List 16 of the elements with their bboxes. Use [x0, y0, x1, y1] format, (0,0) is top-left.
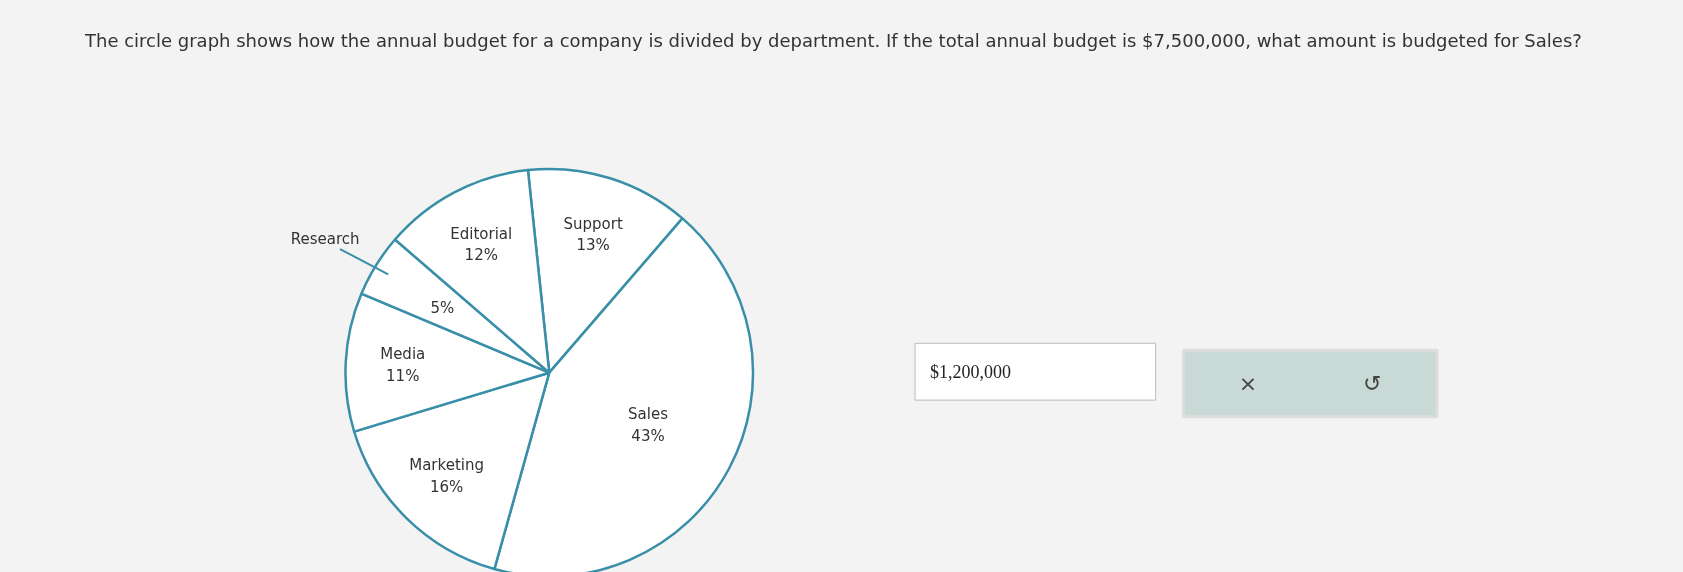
slice-label: Marketing [409, 456, 484, 475]
data-label: 11% [386, 366, 420, 385]
slice-label: Sales [628, 405, 669, 424]
slice-label: Support [563, 214, 623, 233]
text: $1,200,000 [929, 361, 1011, 382]
data-label: 13% [576, 236, 610, 255]
slice-label: Editorial [450, 224, 513, 243]
text: ↺ [1363, 370, 1382, 396]
text: The circle graph shows how the annual budget for a company is divided by department. If the total annual budget is $7,500,000, what amount is budgeted for Sales? [85, 29, 1582, 53]
slice-label: Research [290, 230, 360, 249]
text: × [1238, 370, 1258, 396]
data-label: 5% [430, 299, 455, 318]
slice-label: Media [380, 345, 426, 364]
data-label: 43% [631, 426, 665, 445]
data-label: 16% [429, 477, 464, 496]
data-label: 12% [464, 246, 498, 265]
